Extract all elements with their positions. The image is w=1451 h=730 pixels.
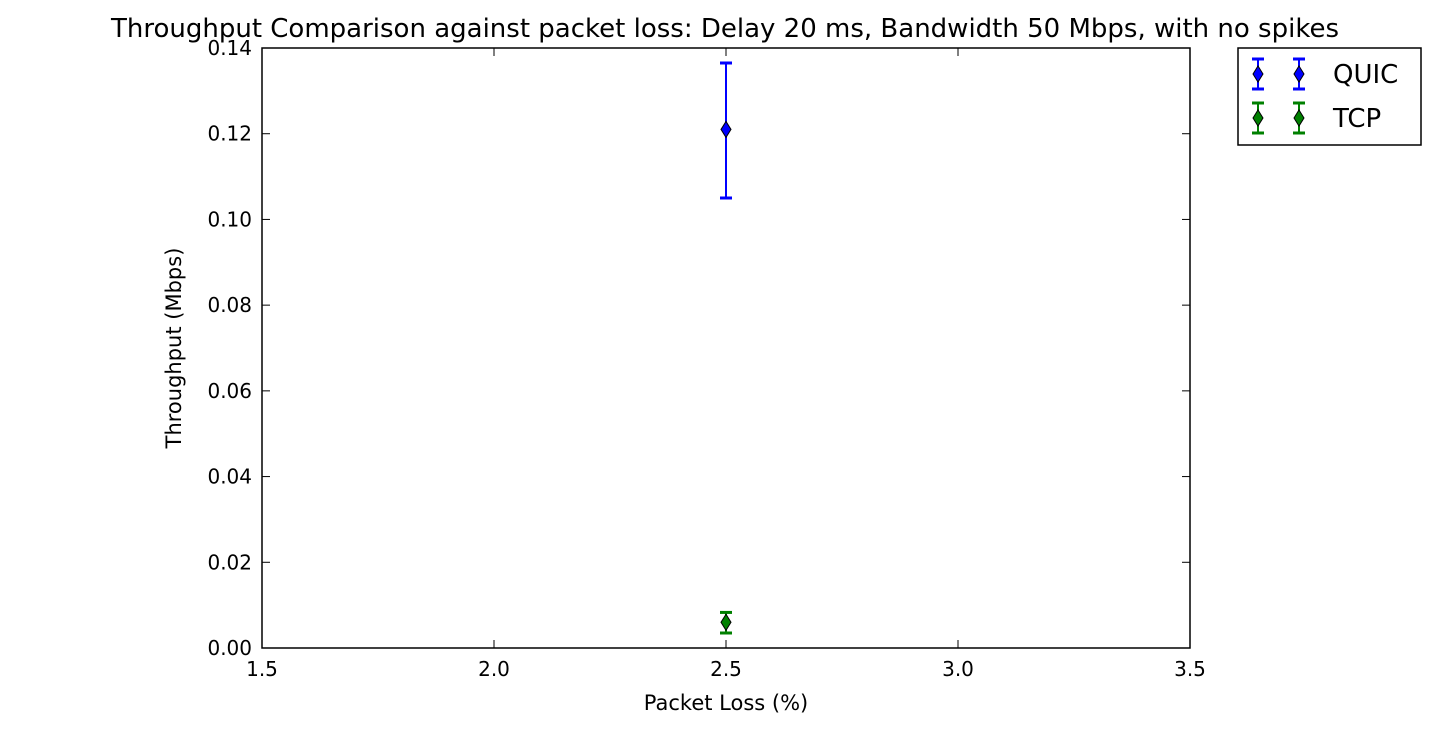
y-tick-label: 0.04 [207, 465, 252, 489]
x-tick-label: 2.5 [710, 657, 742, 681]
chart-title: Throughput Comparison against packet los… [110, 14, 1339, 44]
legend-label: QUIC [1333, 60, 1398, 90]
legend-marker [1293, 109, 1305, 127]
y-axis-label: Throughput (Mbps) [162, 248, 186, 450]
legend-entry-tcp: TCP [1252, 101, 1381, 135]
legend-marker [1293, 65, 1305, 83]
data-point [720, 120, 732, 139]
y-tick-label: 0.02 [207, 550, 252, 574]
legend-box [1237, 47, 1422, 146]
y-tick-label: 0.06 [207, 379, 252, 403]
x-axis-label: Packet Loss (%) [644, 691, 808, 715]
data-point [720, 613, 732, 632]
series-quic [720, 61, 732, 200]
x-tick-label: 3.0 [942, 657, 974, 681]
legend-entry-quic: QUIC [1252, 57, 1398, 91]
y-tick-label: 0.00 [207, 636, 252, 660]
y-tick-label: 0.12 [207, 122, 252, 146]
legend-marker [1252, 109, 1264, 127]
y-tick-label: 0.14 [207, 36, 252, 60]
x-tick-label: 3.5 [1174, 657, 1206, 681]
legend-marker [1252, 65, 1264, 83]
plot-area: 1.5 2.0 2.5 3.0 3.5 0.00 0.02 0.04 0.06 0.08 0.10 0… [207, 36, 1205, 681]
x-tick-label: 2.0 [478, 657, 510, 681]
x-tick-label: 1.5 [246, 657, 278, 681]
series-tcp [720, 610, 732, 635]
legend-label: TCP [1332, 104, 1381, 134]
y-tick-label: 0.08 [207, 293, 252, 317]
legend: QUIC TCP [1237, 47, 1422, 146]
y-tick-label: 0.10 [207, 207, 252, 231]
